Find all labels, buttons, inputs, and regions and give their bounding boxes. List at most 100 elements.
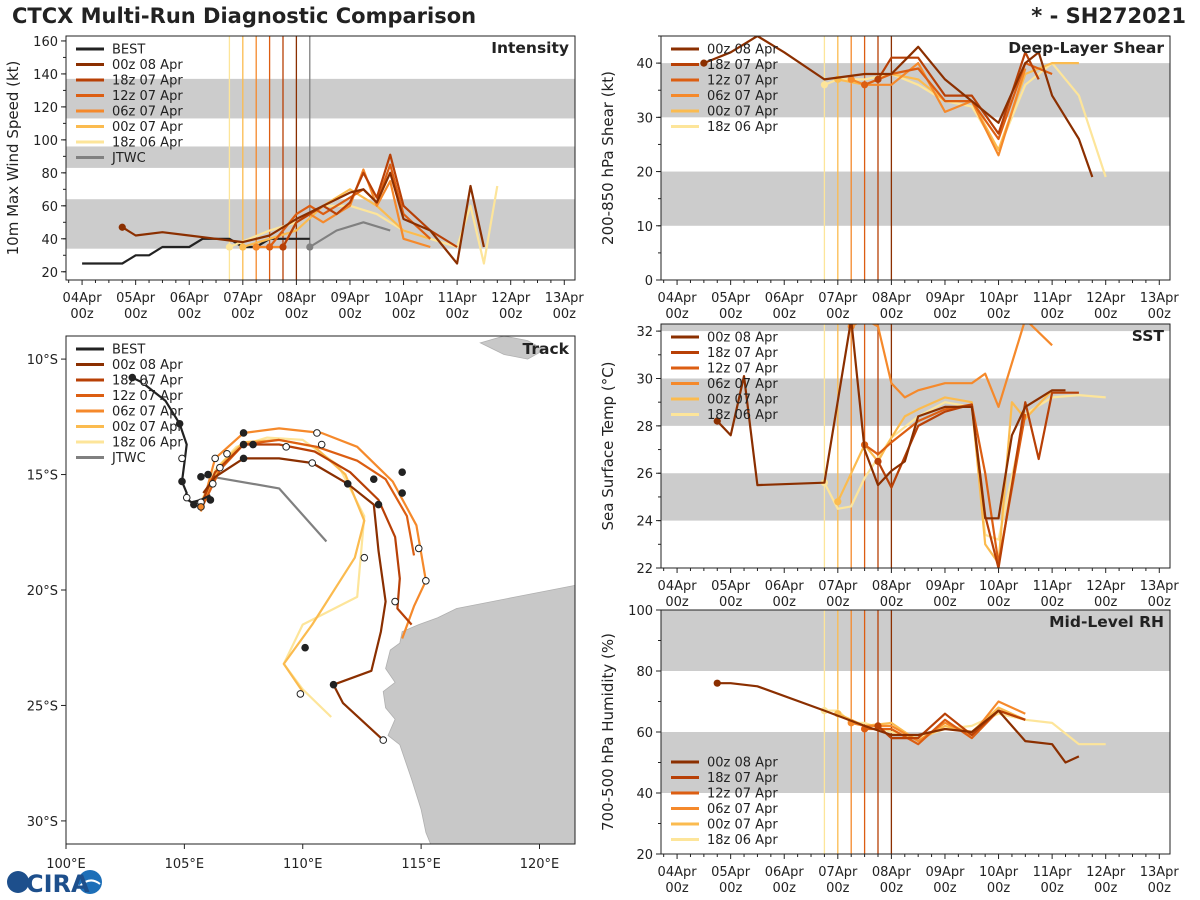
y-tick-label: 10°S: [27, 353, 58, 368]
legend-label-00z-07-apr: 00z 07 Apr: [707, 818, 778, 833]
y-tick-label: 15°S: [27, 469, 58, 484]
init-point-06z-07-apr: [847, 75, 855, 83]
x-tick-label: 07Apr: [818, 865, 858, 880]
x-tick-label: 08Apr: [277, 291, 317, 306]
plot-area-intensity: [66, 36, 575, 280]
x-tick-label: 00z: [665, 881, 689, 896]
x-tick-label: 00z: [124, 307, 148, 322]
init-point-00z-08-apr: [700, 59, 708, 67]
legend-label-18z-07-apr: 18z 07 Apr: [707, 346, 778, 361]
shade-band: [66, 78, 575, 119]
x-tick-label: 00z: [933, 881, 957, 896]
series-18z-06-apr: [823, 61, 1107, 178]
x-tick-label: 11Apr: [438, 291, 478, 306]
track-00z-07-apr: [202, 438, 366, 693]
x-tick-label: 10Apr: [979, 291, 1019, 306]
x-tick-label: 00z: [1040, 307, 1064, 322]
track-position-marker: [197, 503, 205, 511]
plot-area-shear: [661, 36, 1170, 280]
x-tick-label: 00z: [665, 307, 689, 322]
shade-band: [661, 473, 1170, 521]
x-tick-label: 00z: [933, 307, 957, 322]
track-position-marker: [249, 440, 257, 449]
shade-band: [661, 171, 1170, 226]
track-position-marker: [239, 429, 248, 437]
init-point-18z-07-apr: [279, 243, 287, 251]
shade-band: [661, 610, 1170, 671]
legend-label-18z-07-apr: 18z 07 Apr: [112, 374, 183, 389]
panel-rh: 2040608010004Apr00z05Apr00z06Apr00z07Apr…: [599, 604, 1179, 896]
x-tick-label: 00z: [933, 595, 957, 610]
track-06z-07-apr: [199, 427, 427, 639]
y-tick-label: 10: [636, 220, 653, 235]
init-point-18z-07-apr: [874, 722, 882, 730]
legend-label-18z-07-apr: 18z 07 Apr: [707, 771, 778, 786]
track-position-marker: [422, 576, 430, 585]
track-position-marker: [197, 473, 205, 481]
x-tick-label: 00z: [880, 881, 904, 896]
x-tick-label: 07Apr: [818, 579, 858, 594]
track-jtwc: [212, 475, 328, 543]
page-title: CTCX Multi-Run Diagnostic Comparison: [12, 4, 477, 28]
cira-logo: CIRA: [7, 870, 102, 898]
x-tick-label: 06Apr: [170, 291, 210, 306]
track-position-marker: [204, 470, 212, 479]
x-tick-label: 00z: [1094, 881, 1118, 896]
x-tick-label: 04Apr: [658, 865, 698, 880]
x-tick-label: 00z: [773, 881, 797, 896]
legend-label-18z-06-apr: 18z 06 Apr: [112, 436, 183, 451]
track-position-marker: [313, 429, 321, 437]
track-18z-07-apr: [199, 443, 413, 626]
init-point-jtwc: [306, 243, 314, 251]
legend-label-12z-07-apr: 12z 07 Apr: [112, 89, 183, 104]
panel-title-sst: SST: [1132, 327, 1165, 345]
x-tick-label: 09Apr: [925, 291, 965, 306]
series-06z-07-apr: [850, 324, 1053, 408]
series-00z-07-apr: [242, 188, 431, 249]
legend-label-06z-07-apr: 06z 07 Apr: [707, 89, 778, 104]
legend-label-06z-07-apr: 06z 07 Apr: [707, 377, 778, 392]
panel-title-intensity: Intensity: [491, 39, 569, 57]
x-tick-label: 00z: [285, 307, 309, 322]
panel-shear: 01020304004Apr00z05Apr00z06Apr00z07Apr00…: [599, 35, 1179, 322]
x-tick-label: 100°E: [46, 857, 86, 872]
legend-label-12z-07-apr: 12z 07 Apr: [707, 74, 778, 89]
track-position-marker: [175, 419, 184, 428]
x-tick-label: 13Apr: [1140, 865, 1180, 880]
track-position-marker: [223, 449, 231, 458]
y-tick-label: 30: [636, 372, 653, 387]
track-position-marker: [128, 373, 137, 382]
x-tick-label: 00z: [1148, 881, 1172, 896]
init-point-18z-07-apr: [874, 75, 882, 83]
track-position-marker: [308, 459, 317, 467]
x-tick-label: 06Apr: [765, 291, 805, 306]
track-position-marker: [301, 643, 309, 652]
x-tick-label: 00z: [987, 307, 1011, 322]
frame-intensity: [65, 35, 576, 281]
x-tick-label: 06Apr: [765, 865, 805, 880]
legend-label-18z-06-apr: 18z 06 Apr: [707, 408, 778, 423]
shade-band: [66, 146, 575, 168]
x-tick-label: 00z: [1094, 307, 1118, 322]
track-position-marker: [178, 477, 186, 486]
init-point-18z-07-apr: [874, 457, 882, 465]
x-tick-label: 00z: [880, 595, 904, 610]
x-tick-label: 00z: [178, 307, 202, 322]
panel-intensity: 2040608010012014016004Apr00z05Apr00z06Ap…: [4, 35, 584, 322]
x-tick-label: 00z: [553, 307, 577, 322]
x-tick-label: 11Apr: [1033, 865, 1073, 880]
track-position-marker: [369, 475, 378, 483]
legend-label-18z-07-apr: 18z 07 Apr: [707, 58, 778, 73]
y-tick-label: 80: [41, 167, 58, 182]
x-tick-label: 00z: [231, 307, 255, 322]
series-18z-07-apr: [877, 51, 1040, 135]
x-tick-label: 00z: [499, 307, 523, 322]
y-tick-label: 40: [636, 787, 653, 802]
track-position-marker: [282, 443, 290, 451]
x-tick-label: 12Apr: [1086, 865, 1126, 880]
y-axis-label-rh: 700-500 hPa Humidity (%): [599, 633, 617, 831]
track-position-marker: [211, 454, 219, 463]
x-tick-label: 00z: [719, 595, 743, 610]
x-tick-label: 00z: [1040, 595, 1064, 610]
x-tick-label: 00z: [826, 881, 850, 896]
